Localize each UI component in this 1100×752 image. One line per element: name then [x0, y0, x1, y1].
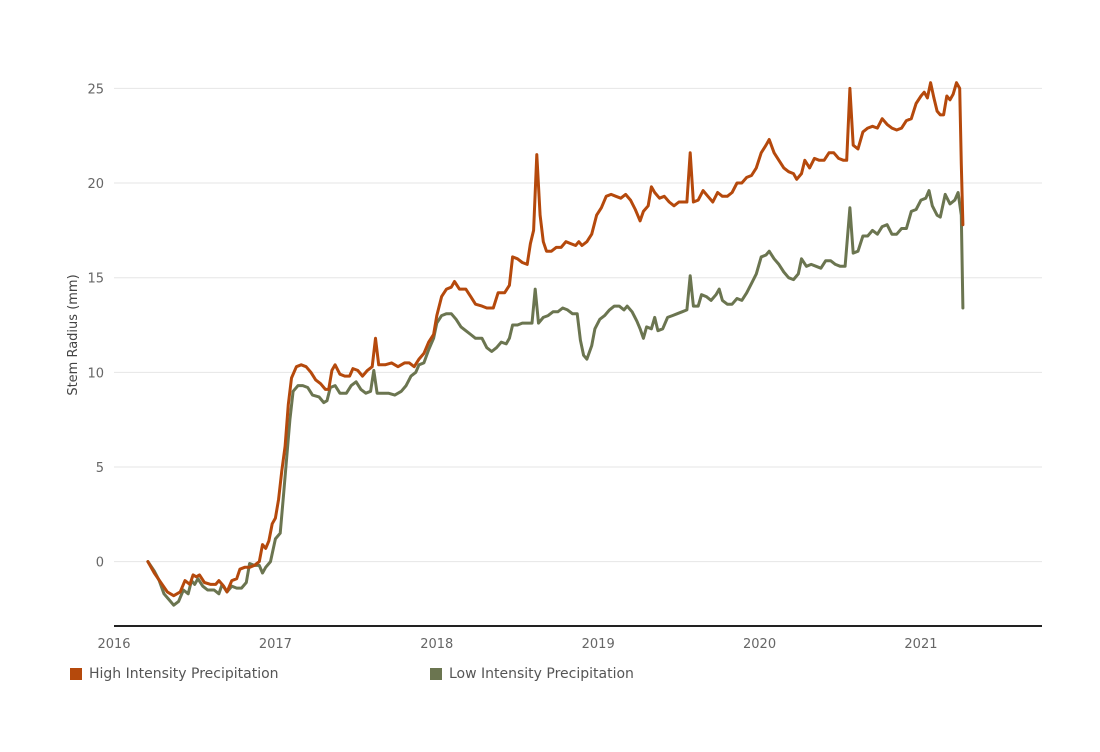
x-tick-label: 2019 [582, 637, 615, 652]
y-tick-label: 25 [87, 82, 104, 97]
x-axis-tick-labels: 2016 2017 2018 2019 2020 2021 [97, 637, 937, 652]
legend-item-low-intensity[interactable]: Low Intensity Precipitation [430, 666, 634, 682]
y-tick-label: 5 [96, 461, 104, 476]
y-axis-title: Stem Radius (mm) [66, 274, 81, 395]
x-tick-label: 2016 [97, 637, 130, 652]
x-tick-label: 2018 [420, 637, 453, 652]
legend-swatch-low-intensity [430, 668, 442, 680]
legend: High Intensity Precipitation Low Intensi… [70, 666, 1070, 690]
gridlines [114, 87, 1042, 563]
legend-label-low-intensity: Low Intensity Precipitation [449, 666, 634, 682]
y-tick-label: 20 [87, 177, 104, 192]
x-tick-label: 2017 [259, 637, 292, 652]
y-axis-tick-labels: 0 5 10 15 20 25 [87, 82, 104, 570]
x-tick-label: 2021 [904, 637, 937, 652]
series-line-low-intensity [146, 189, 965, 607]
y-tick-label: 10 [87, 366, 104, 381]
series-line-high-intensity [146, 81, 965, 598]
legend-swatch-high-intensity [70, 668, 82, 680]
legend-label-high-intensity: High Intensity Precipitation [89, 666, 279, 682]
y-tick-label: 15 [87, 272, 104, 287]
x-tick-label: 2020 [743, 637, 776, 652]
legend-item-high-intensity[interactable]: High Intensity Precipitation [70, 666, 279, 682]
y-tick-label: 0 [96, 556, 104, 571]
series-lines [146, 81, 965, 607]
